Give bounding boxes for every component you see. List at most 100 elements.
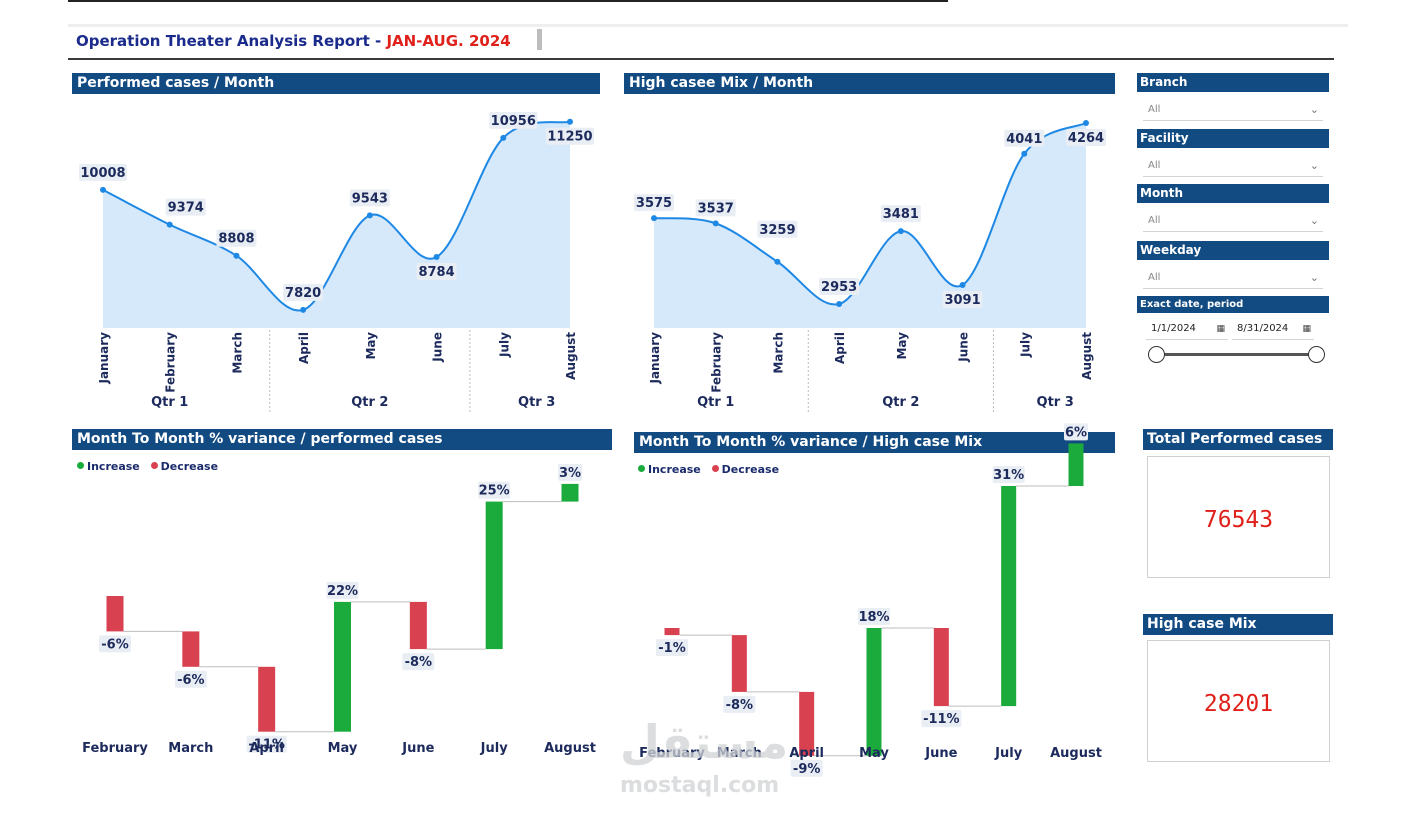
- report-title-main: Operation Theater Analysis Report: [76, 32, 370, 50]
- facility-dropdown[interactable]: All ⌄: [1143, 155, 1323, 177]
- data-point: [567, 118, 573, 125]
- waterfall-bar: [334, 601, 351, 732]
- start-date-value: 1/1/2024: [1151, 323, 1196, 334]
- weekday-slicer-header: Weekday: [1137, 241, 1329, 260]
- data-label-bg: [757, 220, 798, 238]
- data-point: [100, 186, 106, 193]
- data-point: [1083, 120, 1089, 126]
- x-tick-label: July: [497, 332, 511, 358]
- total-performed-header: Total Performed cases: [1143, 429, 1333, 450]
- calendar-icon[interactable]: ▦: [1216, 324, 1225, 334]
- x-tick-label: July: [994, 746, 1023, 761]
- data-label: 10008: [80, 166, 125, 181]
- variance-performed-header: Month To Month % variance / performed ca…: [72, 429, 612, 450]
- data-label: 8808: [218, 232, 254, 247]
- data-label: -11%: [248, 738, 285, 753]
- variance-highmix-legend: Increase Decrease: [638, 463, 786, 476]
- total-performed-value: 76543: [1203, 507, 1274, 533]
- x-tick-label: August: [564, 332, 578, 380]
- data-point: [166, 221, 173, 228]
- chevron-down-icon: ⌄: [1309, 214, 1319, 227]
- watermark-logo: مستقل: [620, 715, 789, 769]
- data-point: [836, 301, 843, 307]
- month-slicer-header: Month: [1137, 184, 1329, 203]
- data-label-bg: [1066, 129, 1106, 146]
- data-point: [651, 215, 657, 222]
- data-label: 11250: [547, 130, 592, 145]
- data-label-bg: [326, 581, 359, 599]
- weekday-dropdown[interactable]: All ⌄: [1143, 267, 1323, 289]
- data-label-bg: [921, 710, 962, 728]
- data-label-bg: [174, 670, 207, 688]
- high-case-mix-header: High case Mix: [1143, 614, 1333, 635]
- increase-dot-icon: [77, 462, 84, 469]
- data-label: -6%: [101, 637, 128, 652]
- data-point: [233, 252, 240, 259]
- x-tick-label: May: [328, 741, 358, 756]
- slider-start-handle[interactable]: [1148, 346, 1165, 363]
- data-label-bg: [723, 695, 756, 713]
- chevron-down-icon: ⌄: [1309, 159, 1319, 172]
- x-tick-label: February: [639, 746, 705, 761]
- report-title-dash: -: [369, 32, 387, 50]
- data-label: 3481: [883, 207, 919, 222]
- branch-value: All: [1148, 104, 1161, 115]
- x-tick-label: April: [249, 741, 284, 756]
- title-divider: [68, 58, 1334, 60]
- legend-increase: Increase: [77, 460, 140, 473]
- data-point: [300, 306, 307, 313]
- high-case-mix-value: 28201: [1203, 691, 1274, 717]
- x-tick-label: March: [230, 332, 244, 374]
- data-label: 22%: [327, 584, 358, 599]
- data-label: -8%: [726, 698, 753, 713]
- waterfall-bar: [1001, 486, 1017, 707]
- data-label: 3%: [559, 466, 581, 481]
- quarter-label: Qtr 1: [151, 395, 188, 410]
- branch-dropdown[interactable]: All ⌄: [1143, 99, 1323, 121]
- quarter-label: Qtr 3: [518, 395, 555, 410]
- x-tick-label: February: [82, 741, 148, 756]
- increase-dot-icon: [638, 465, 645, 472]
- end-date-input[interactable]: 8/31/2024 ▦: [1232, 318, 1314, 340]
- data-label: 2953: [821, 280, 857, 295]
- high-case-mix-card: 28201: [1147, 640, 1330, 762]
- x-tick-label: August: [1050, 746, 1102, 761]
- data-label-bg: [790, 759, 823, 777]
- data-label-bg: [216, 229, 257, 247]
- data-label-bg: [1064, 423, 1088, 441]
- data-point: [1021, 150, 1028, 157]
- x-tick-label: March: [771, 332, 785, 374]
- data-label: 18%: [858, 610, 889, 625]
- data-label: 25%: [479, 484, 510, 499]
- report-title-period: JAN-AUG. 2024: [386, 32, 511, 50]
- x-tick-label: March: [717, 746, 762, 761]
- waterfall-bar: [866, 628, 882, 756]
- data-label: 4041: [1006, 132, 1042, 147]
- data-label-bg: [489, 111, 538, 129]
- date-range-slider-track[interactable]: [1157, 353, 1317, 356]
- month-dropdown[interactable]: All ⌄: [1143, 210, 1323, 232]
- start-date-input[interactable]: 1/1/2024 ▦: [1146, 318, 1228, 340]
- decrease-dot-icon: [150, 462, 158, 469]
- performed-chart-header: Performed cases / Month: [72, 73, 600, 94]
- x-tick-label: June: [957, 332, 971, 363]
- waterfall-bar: [799, 691, 815, 756]
- decrease-dot-icon: [711, 465, 719, 472]
- series-line: [653, 122, 1087, 306]
- slider-end-handle[interactable]: [1308, 346, 1325, 363]
- data-point: [366, 212, 373, 219]
- data-label-bg: [402, 653, 435, 671]
- data-label-bg: [79, 163, 127, 181]
- waterfall-bar: [933, 628, 949, 707]
- data-label: 4264: [1068, 131, 1104, 146]
- x-tick-label: January: [648, 332, 662, 385]
- data-label-bg: [656, 639, 688, 657]
- data-label-bg: [246, 735, 287, 753]
- calendar-icon[interactable]: ▦: [1302, 324, 1311, 334]
- waterfall-bar: [106, 596, 124, 632]
- quarter-label: Qtr 2: [882, 395, 919, 410]
- waterfall-bar: [561, 483, 579, 502]
- report-title: Operation Theater Analysis Report - JAN-…: [76, 32, 511, 50]
- data-label-bg: [283, 283, 324, 301]
